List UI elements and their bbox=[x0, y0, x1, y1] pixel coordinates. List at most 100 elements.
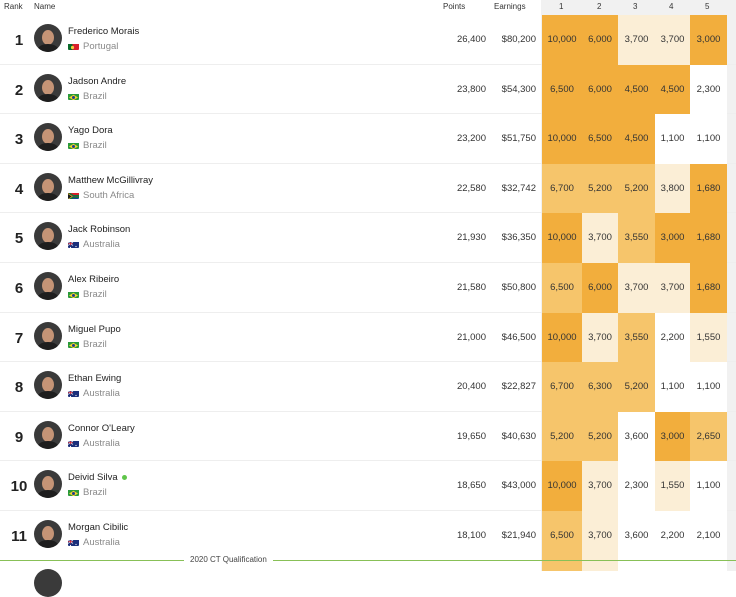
event-score-cell[interactable]: 5,200 bbox=[618, 163, 655, 214]
table-row[interactable]: 2 Jadson Andre Brazil 23,800 $54,300 6,500 6,0… bbox=[0, 64, 736, 115]
event-score-cell[interactable]: 3,600 bbox=[618, 511, 655, 561]
brazil-flag-icon bbox=[68, 341, 79, 348]
table-row[interactable]: 6 Alex Ribeiro Brazil 21,580 $50,800 6,500 6,0… bbox=[0, 263, 736, 313]
event-score-cell[interactable]: 3,700 bbox=[582, 461, 618, 511]
header-event-5[interactable]: 5 bbox=[705, 2, 710, 11]
event-score-cell bbox=[690, 560, 727, 571]
event-score-cell[interactable]: 1,680 bbox=[690, 263, 727, 313]
event-score-cell[interactable]: 10,000 bbox=[542, 461, 582, 511]
event-score-cell[interactable]: 4,500 bbox=[618, 64, 655, 115]
event-score-cell[interactable]: 2,100 bbox=[690, 511, 727, 561]
event-score-cell[interactable]: 3,550 bbox=[618, 312, 655, 363]
surfer-name[interactable]: Connor O'Leary bbox=[68, 422, 135, 434]
event-score-cell[interactable]: 3,700 bbox=[618, 15, 655, 65]
event-score-cell[interactable]: 5,200 bbox=[582, 163, 618, 214]
event-score-cell[interactable]: 1,100 bbox=[690, 114, 727, 164]
event-score-cell[interactable]: 2,300 bbox=[690, 64, 727, 115]
event-score-cell[interactable]: 6,500 bbox=[542, 263, 582, 313]
surfer-name[interactable]: Matthew McGillivray bbox=[68, 174, 153, 186]
event-score-cell[interactable]: 1,550 bbox=[655, 461, 690, 511]
event-score-cell[interactable]: 3,700 bbox=[582, 312, 618, 363]
event-score-cell[interactable]: 1,680 bbox=[690, 163, 727, 214]
event-score-cell bbox=[542, 560, 582, 571]
event-score-cell[interactable]: 2,300 bbox=[618, 461, 655, 511]
event-score-cell[interactable]: 5,200 bbox=[618, 362, 655, 412]
event-score-cell[interactable]: 3,700 bbox=[655, 15, 690, 65]
table-row[interactable]: 11 Morgan Cibilic Australia 18,100 $21,940 6,… bbox=[0, 511, 736, 561]
header-event-2[interactable]: 2 bbox=[597, 2, 602, 11]
surfer-avatar[interactable] bbox=[34, 172, 62, 201]
surfer-avatar[interactable] bbox=[34, 371, 62, 400]
header-points[interactable]: Points bbox=[443, 2, 466, 11]
surfer-avatar[interactable] bbox=[34, 321, 62, 350]
event-score-cell[interactable]: 6,300 bbox=[582, 362, 618, 412]
header-event-4[interactable]: 4 bbox=[669, 2, 674, 11]
event-score-cell[interactable]: 1,100 bbox=[655, 114, 690, 164]
header-event-1[interactable]: 1 bbox=[559, 2, 564, 11]
header-rank[interactable]: Rank bbox=[4, 2, 23, 11]
table-row[interactable]: 9 Connor O'Leary Australia 19,650 $40,630 5,2… bbox=[0, 411, 736, 462]
surfer-avatar[interactable] bbox=[34, 272, 62, 300]
event-score-cell[interactable]: 6,000 bbox=[582, 263, 618, 313]
table-row[interactable]: 8 Ethan Ewing Australia 20,400 $22,827 6,700 6… bbox=[0, 362, 736, 412]
header-event-3[interactable]: 3 bbox=[633, 2, 638, 11]
event-score-cell[interactable]: 5,200 bbox=[582, 411, 618, 462]
surfer-name[interactable]: Ethan Ewing bbox=[68, 373, 122, 385]
event-score-cell[interactable]: 10,000 bbox=[542, 15, 582, 65]
event-score-cell[interactable]: 10,000 bbox=[542, 312, 582, 363]
event-score-cell[interactable]: 3,000 bbox=[690, 15, 727, 65]
event-score-cell[interactable]: 1,100 bbox=[655, 362, 690, 412]
event-score-cell[interactable]: 3,700 bbox=[582, 213, 618, 263]
surfer-name[interactable]: Yago Dora bbox=[68, 125, 113, 137]
table-row[interactable]: 4 Matthew McGillivray South Africa 22,580 $3… bbox=[0, 163, 736, 214]
event-score-cell[interactable]: 5,200 bbox=[542, 411, 582, 462]
event-score-cell[interactable]: 3,700 bbox=[582, 511, 618, 561]
surfer-avatar[interactable] bbox=[34, 73, 62, 102]
event-score-cell[interactable]: 3,700 bbox=[618, 263, 655, 313]
event-score-cell[interactable]: 3,800 bbox=[655, 163, 690, 214]
event-score-cell[interactable]: 6,000 bbox=[582, 15, 618, 65]
event-score-cell[interactable]: 1,100 bbox=[690, 362, 727, 412]
event-score-cell[interactable]: 1,680 bbox=[690, 213, 727, 263]
event-score-cell[interactable]: 6,000 bbox=[582, 64, 618, 115]
surfer-avatar[interactable] bbox=[34, 222, 62, 251]
surfer-avatar[interactable] bbox=[34, 24, 62, 52]
surfer-name[interactable]: Miguel Pupo bbox=[68, 323, 121, 335]
event-score-cell[interactable]: 2,200 bbox=[655, 312, 690, 363]
header-name[interactable]: Name bbox=[34, 2, 56, 11]
surfer-avatar[interactable] bbox=[34, 420, 62, 449]
event-score-cell[interactable]: 3,000 bbox=[655, 411, 690, 462]
table-row[interactable]: 7 Miguel Pupo Brazil 21,000 $46,500 10,000 3,7… bbox=[0, 312, 736, 363]
event-score-cell[interactable]: 4,500 bbox=[618, 114, 655, 164]
event-score-cell[interactable]: 6,700 bbox=[542, 362, 582, 412]
event-score-cell[interactable]: 6,500 bbox=[582, 114, 618, 164]
event-score-cell[interactable]: 6,500 bbox=[542, 511, 582, 561]
event-score-cell[interactable]: 1,100 bbox=[690, 461, 727, 511]
surfer-name[interactable]: Jadson Andre bbox=[68, 75, 127, 87]
event-score-cell[interactable]: 10,000 bbox=[542, 114, 582, 164]
event-score-cell[interactable]: 6,500 bbox=[542, 64, 582, 115]
table-row[interactable]: 10 Deivid Silva Brazil 18,650 $43,000 10,000 3… bbox=[0, 461, 736, 511]
surfer-avatar[interactable] bbox=[34, 470, 62, 499]
surfer-name[interactable]: Frederico Morais bbox=[68, 26, 140, 37]
table-row[interactable]: 5 Jack Robinson Australia 21,930 $36,350 10,0… bbox=[0, 213, 736, 263]
event-score-cell[interactable]: 2,650 bbox=[690, 411, 727, 462]
surfer-name[interactable]: Alex Ribeiro bbox=[68, 274, 120, 285]
event-score-cell[interactable]: 10,000 bbox=[542, 213, 582, 263]
event-score-cell[interactable]: 2,200 bbox=[655, 511, 690, 561]
event-score-cell[interactable]: 3,550 bbox=[618, 213, 655, 263]
header-earnings[interactable]: Earnings bbox=[494, 2, 526, 11]
event-score-cell[interactable]: 4,500 bbox=[655, 64, 690, 115]
event-score-cell[interactable]: 1,550 bbox=[690, 312, 727, 363]
surfer-name[interactable]: Morgan Cibilic bbox=[68, 522, 129, 533]
table-row[interactable]: 3 Yago Dora Brazil 23,200 $51,750 10,000 6,500… bbox=[0, 114, 736, 164]
event-score-cell[interactable]: 3,700 bbox=[655, 263, 690, 313]
event-score-cell[interactable]: 6,700 bbox=[542, 163, 582, 214]
surfer-avatar[interactable] bbox=[34, 520, 62, 548]
surfer-avatar[interactable] bbox=[34, 123, 62, 152]
table-row[interactable]: 1 Frederico Morais Portugal 26,400 $80,200 10… bbox=[0, 15, 736, 65]
event-score-cell[interactable]: 3,000 bbox=[655, 213, 690, 263]
surfer-name[interactable]: Jack Robinson bbox=[68, 224, 131, 236]
surfer-name[interactable]: Deivid Silva bbox=[68, 472, 127, 483]
event-score-cell[interactable]: 3,600 bbox=[618, 411, 655, 462]
